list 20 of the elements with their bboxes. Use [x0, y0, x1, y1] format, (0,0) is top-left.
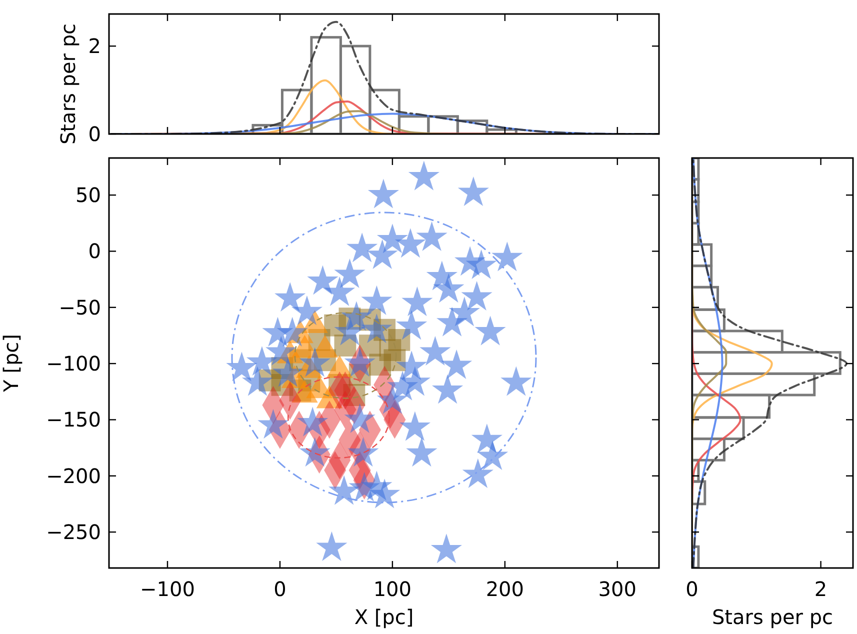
y-tick-label: −150	[46, 408, 101, 432]
x-axis-title: X [pc]	[354, 605, 414, 629]
y-tick-label: 2	[88, 34, 101, 58]
x-tick-label: 2	[814, 577, 828, 601]
y-tick-label: 50	[76, 183, 101, 208]
x-tick-label: −100	[140, 577, 195, 601]
x-tick-label: 100	[373, 577, 412, 601]
y-tick-label: −250	[46, 520, 101, 544]
x-tick-label: 300	[598, 577, 636, 601]
y-axis-title: Stars per pc	[56, 23, 80, 145]
y-tick-label: −200	[46, 464, 101, 488]
y-tick-label: −100	[46, 352, 101, 376]
x-tick-label: 0	[686, 577, 698, 601]
x-axis-title: Stars per pc	[712, 605, 834, 629]
y-tick-label: −50	[58, 295, 101, 320]
x-tick-label: 0	[274, 577, 286, 601]
x-tick-label: 200	[486, 577, 524, 601]
y-axis-title: Y [pc]	[0, 334, 23, 393]
y-tick-label: 0	[88, 239, 101, 264]
y-tick-label: 0	[88, 122, 101, 146]
